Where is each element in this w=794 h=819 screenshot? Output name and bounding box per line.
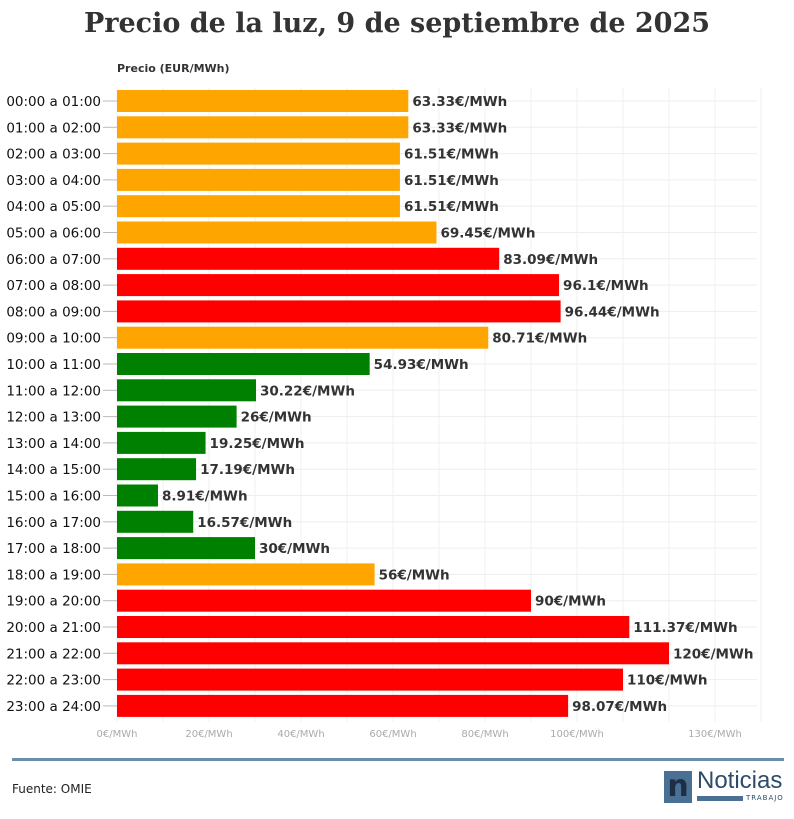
category-label: 06:00 a 07:00 [6, 252, 101, 268]
axis-label: Precio (EUR/MWh) [117, 62, 230, 75]
data-label: 120€/MWh [673, 646, 753, 662]
data-label: 90€/MWh [535, 594, 606, 610]
x-tick-label: 100€/MWh [550, 729, 604, 740]
category-label: 07:00 a 08:00 [6, 278, 101, 294]
category-label: 23:00 a 24:00 [6, 699, 101, 715]
logo-mark: n [664, 771, 692, 803]
category-label: 10:00 a 11:00 [6, 357, 101, 373]
bar [117, 563, 375, 586]
data-label: 61.51€/MWh [404, 147, 499, 163]
category-label: 13:00 a 14:00 [6, 436, 101, 452]
data-label: 56€/MWh [379, 567, 450, 583]
category-label: 00:00 a 01:00 [6, 94, 101, 110]
category-label: 11:00 a 12:00 [6, 383, 101, 399]
data-label: 30€/MWh [259, 541, 330, 557]
x-tick-label: 20€/MWh [185, 729, 232, 740]
bar [117, 247, 500, 270]
category-label: 09:00 a 10:00 [6, 331, 101, 347]
data-label: 61.51€/MWh [404, 199, 499, 215]
data-label: 61.51€/MWh [404, 173, 499, 189]
bar [117, 642, 669, 665]
bar [117, 90, 409, 112]
bar [117, 326, 489, 349]
data-label: 17.19€/MWh [200, 462, 295, 478]
category-label: 04:00 a 05:00 [6, 199, 101, 215]
data-label: 110€/MWh [627, 673, 707, 689]
data-label: 96.44€/MWh [565, 304, 660, 320]
noticias-trabajo-logo: n Noticias TRABAJO [664, 767, 784, 805]
bar [117, 379, 257, 402]
category-label: 18:00 a 19:00 [6, 567, 101, 583]
data-label: 19.25€/MWh [210, 436, 305, 452]
bar-chart: 00:00 a 01:00 63.33€/MWh 01:00 a 02:00 63.3… [6, 88, 762, 740]
bar [117, 221, 437, 244]
chart-title: Precio de la luz, 9 de septiembre de 202… [83, 8, 711, 39]
bar [117, 300, 561, 323]
data-label: 63.33€/MWh [412, 120, 507, 136]
bar [117, 116, 409, 139]
category-label: 17:00 a 18:00 [6, 541, 101, 557]
data-label: 80.71€/MWh [492, 331, 587, 347]
bar [117, 405, 237, 428]
bar [117, 616, 630, 638]
data-label: 69.45€/MWh [440, 226, 535, 242]
data-label: 54.93€/MWh [374, 357, 469, 373]
bar [117, 274, 560, 297]
source-note: Fuente: OMIE [12, 782, 92, 796]
category-label: 08:00 a 09:00 [6, 304, 101, 320]
x-tick-label: 130€/MWh [688, 729, 742, 740]
logo-sub: TRABAJO [746, 794, 784, 802]
data-label: 83.09€/MWh [503, 252, 598, 268]
category-label: 19:00 a 20:00 [6, 594, 101, 610]
bar [117, 510, 194, 533]
x-tick-label: 60€/MWh [369, 729, 416, 740]
category-label: 21:00 a 22:00 [6, 646, 101, 662]
x-tick-label: 0€/MWh [97, 729, 138, 740]
data-label: 63.33€/MWh [412, 94, 507, 110]
bar [117, 195, 400, 218]
x-tick-label: 80€/MWh [461, 729, 508, 740]
bar [117, 142, 400, 165]
bar [117, 668, 623, 691]
bar [117, 458, 197, 481]
category-label: 15:00 a 16:00 [6, 489, 101, 505]
logo-text: Noticias [697, 767, 783, 794]
data-label: 96.1€/MWh [563, 278, 649, 294]
bar [117, 589, 531, 612]
bar [117, 484, 158, 507]
category-label: 16:00 a 17:00 [6, 515, 101, 531]
bar [117, 537, 255, 560]
bar [117, 431, 206, 454]
category-label: 05:00 a 06:00 [6, 226, 101, 242]
data-label: 98.07€/MWh [572, 699, 667, 715]
category-label: 01:00 a 02:00 [6, 120, 101, 136]
data-label: 26€/MWh [241, 410, 312, 426]
data-label: 30.22€/MWh [260, 383, 355, 399]
category-label: 02:00 a 03:00 [6, 147, 101, 163]
category-label: 22:00 a 23:00 [6, 673, 101, 689]
data-label: 16.57€/MWh [197, 515, 292, 531]
bar [117, 353, 370, 375]
data-label: 8.91€/MWh [162, 489, 248, 505]
category-label: 12:00 a 13:00 [6, 410, 101, 426]
divider [12, 758, 784, 761]
category-label: 20:00 a 21:00 [6, 620, 101, 636]
data-label: 111.37€/MWh [633, 620, 737, 636]
x-tick-label: 40€/MWh [277, 729, 324, 740]
category-label: 14:00 a 15:00 [6, 462, 101, 478]
bar [117, 168, 400, 191]
category-label: 03:00 a 04:00 [6, 173, 101, 189]
bar [117, 694, 569, 717]
